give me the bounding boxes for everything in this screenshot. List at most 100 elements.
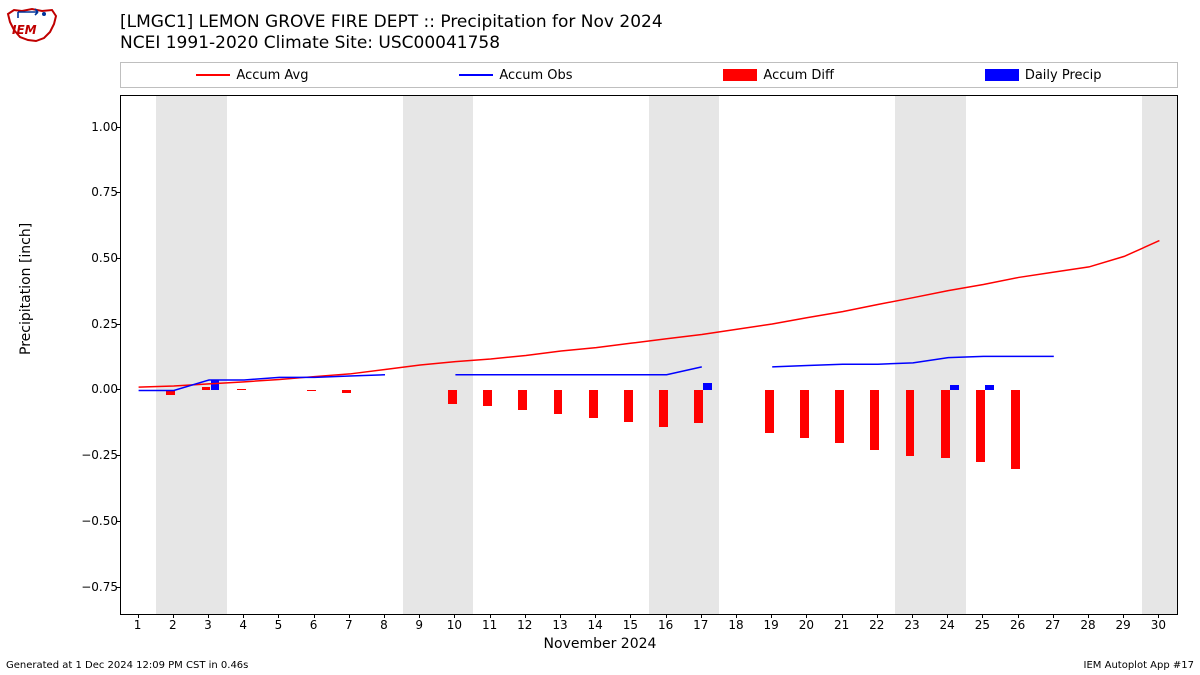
x-tick-mark — [243, 614, 244, 618]
chart-title: [LMGC1] LEMON GROVE FIRE DEPT :: Precipi… — [120, 12, 663, 55]
x-tick-mark — [1088, 614, 1089, 618]
line-accum-avg — [139, 241, 1160, 387]
x-tick-label: 5 — [275, 618, 283, 632]
iem-logo: IEM — [4, 4, 60, 46]
svg-text:IEM: IEM — [12, 23, 37, 37]
x-tick-mark — [806, 614, 807, 618]
x-tick-label: 29 — [1116, 618, 1131, 632]
x-tick-mark — [454, 614, 455, 618]
x-tick-label: 16 — [658, 618, 673, 632]
x-tick-label: 9 — [415, 618, 423, 632]
x-tick-mark — [278, 614, 279, 618]
x-axis-label: November 2024 — [0, 636, 1200, 652]
x-tick-mark — [912, 614, 913, 618]
x-tick-label: 23 — [904, 618, 919, 632]
y-tick-mark — [116, 389, 120, 390]
x-tick-label: 15 — [623, 618, 638, 632]
x-tick-mark — [419, 614, 420, 618]
x-tick-label: 28 — [1080, 618, 1095, 632]
y-tick-mark — [116, 192, 120, 193]
x-tick-label: 13 — [552, 618, 567, 632]
x-tick-label: 24 — [940, 618, 955, 632]
x-tick-label: 27 — [1045, 618, 1060, 632]
chart-lines — [121, 96, 1177, 614]
y-tick-label: −0.75 — [68, 580, 118, 594]
x-tick-mark — [1123, 614, 1124, 618]
x-tick-label: 22 — [869, 618, 884, 632]
title-line-1: [LMGC1] LEMON GROVE FIRE DEPT :: Precipi… — [120, 12, 663, 33]
x-tick-mark — [1053, 614, 1054, 618]
y-tick-label: −0.25 — [68, 448, 118, 462]
x-tick-label: 20 — [799, 618, 814, 632]
legend-item-daily-precip: Daily Precip — [985, 68, 1102, 83]
line-accum-obs — [772, 356, 1054, 367]
x-tick-label: 11 — [482, 618, 497, 632]
y-tick-label: 1.00 — [68, 120, 118, 134]
x-tick-mark — [1018, 614, 1019, 618]
y-tick-mark — [116, 455, 120, 456]
x-tick-mark — [208, 614, 209, 618]
x-tick-label: 4 — [239, 618, 247, 632]
legend: Accum Avg Accum Obs Accum Diff Daily Pre… — [120, 62, 1178, 88]
x-tick-mark — [349, 614, 350, 618]
plot-area — [120, 95, 1178, 615]
footer-app: IEM Autoplot App #17 — [1084, 660, 1194, 671]
footer-generated: Generated at 1 Dec 2024 12:09 PM CST in … — [6, 660, 248, 671]
x-tick-label: 6 — [310, 618, 318, 632]
y-tick-mark — [116, 324, 120, 325]
legend-swatch-accum-diff — [723, 69, 757, 81]
x-tick-label: 21 — [834, 618, 849, 632]
legend-item-accum-diff: Accum Diff — [723, 68, 834, 83]
y-tick-label: −0.50 — [68, 514, 118, 528]
x-tick-label: 19 — [764, 618, 779, 632]
x-tick-mark — [490, 614, 491, 618]
y-tick-mark — [116, 521, 120, 522]
x-tick-mark — [138, 614, 139, 618]
y-tick-label: 0.00 — [68, 382, 118, 396]
x-tick-mark — [842, 614, 843, 618]
y-tick-label: 0.25 — [68, 317, 118, 331]
y-tick-mark — [116, 127, 120, 128]
y-tick-label: 0.75 — [68, 185, 118, 199]
y-tick-mark — [116, 258, 120, 259]
legend-label-accum-obs: Accum Obs — [499, 68, 572, 83]
x-tick-mark — [595, 614, 596, 618]
x-tick-mark — [384, 614, 385, 618]
x-tick-label: 25 — [975, 618, 990, 632]
y-axis-label: Precipitation [inch] — [18, 223, 34, 355]
x-tick-mark — [982, 614, 983, 618]
x-tick-mark — [173, 614, 174, 618]
x-tick-mark — [630, 614, 631, 618]
x-tick-mark — [314, 614, 315, 618]
y-tick-mark — [116, 587, 120, 588]
x-tick-mark — [1158, 614, 1159, 618]
legend-label-accum-avg: Accum Avg — [236, 68, 308, 83]
y-tick-label: 0.50 — [68, 251, 118, 265]
x-tick-label: 1 — [134, 618, 142, 632]
legend-swatch-accum-avg — [196, 74, 230, 76]
x-tick-mark — [736, 614, 737, 618]
x-tick-mark — [877, 614, 878, 618]
x-tick-label: 30 — [1151, 618, 1166, 632]
line-accum-obs — [455, 367, 701, 375]
line-accum-obs — [139, 375, 385, 391]
title-line-2: NCEI 1991-2020 Climate Site: USC00041758 — [120, 33, 663, 54]
x-tick-label: 18 — [728, 618, 743, 632]
legend-item-accum-obs: Accum Obs — [459, 68, 572, 83]
legend-swatch-accum-obs — [459, 74, 493, 76]
legend-item-accum-avg: Accum Avg — [196, 68, 308, 83]
legend-label-daily-precip: Daily Precip — [1025, 68, 1102, 83]
legend-swatch-daily-precip — [985, 69, 1019, 81]
x-tick-label: 26 — [1010, 618, 1025, 632]
x-tick-mark — [666, 614, 667, 618]
x-tick-label: 10 — [447, 618, 462, 632]
x-tick-label: 14 — [588, 618, 603, 632]
x-tick-mark — [560, 614, 561, 618]
x-tick-label: 3 — [204, 618, 212, 632]
x-tick-label: 8 — [380, 618, 388, 632]
x-tick-label: 12 — [517, 618, 532, 632]
x-tick-label: 7 — [345, 618, 353, 632]
x-tick-mark — [701, 614, 702, 618]
legend-label-accum-diff: Accum Diff — [763, 68, 834, 83]
x-tick-mark — [947, 614, 948, 618]
